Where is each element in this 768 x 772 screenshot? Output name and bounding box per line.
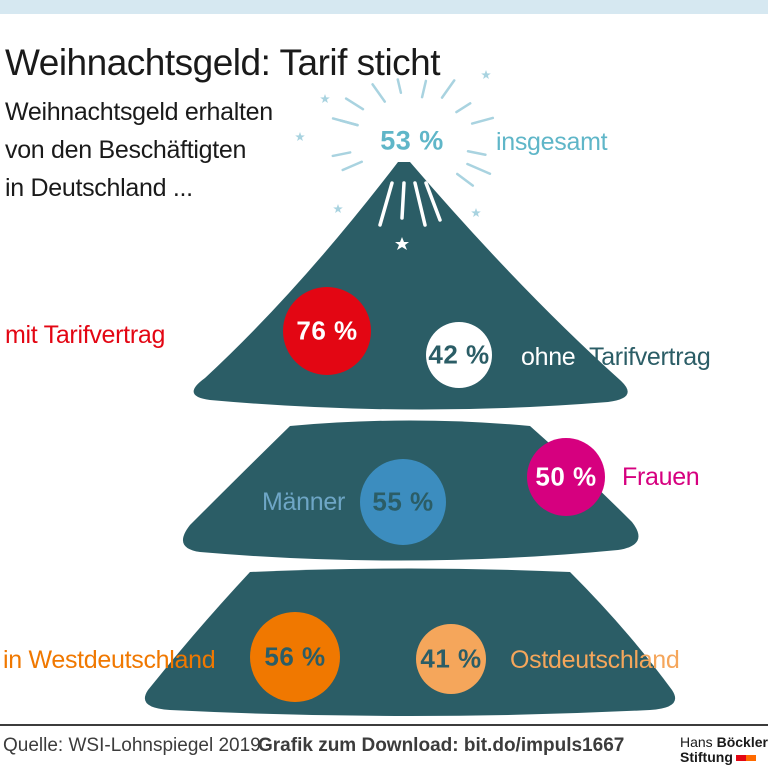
with-tariff-label: mit Tarifvertrag [5, 321, 166, 349]
sparkle-star-icon [471, 208, 481, 217]
tree-star-icon [395, 237, 409, 250]
women-value: 50 % [535, 461, 597, 492]
tree-highlight-lines [378, 181, 442, 227]
east-label: Ostdeutschland [510, 646, 680, 674]
sparkle-ray [466, 162, 492, 175]
without-tariff-label-ohne: ohne [521, 343, 576, 371]
west-value: 56 % [264, 641, 326, 672]
sparkle-stars [295, 70, 491, 217]
overall-label: insgesamt [496, 128, 608, 156]
women-circle [527, 438, 605, 516]
with-tariff-value: 76 % [296, 315, 358, 346]
without-tariff-value: 42 % [428, 339, 490, 370]
logo-color-bar [735, 755, 756, 762]
sparkle-ray [420, 79, 428, 99]
tree-tier-bottom [144, 568, 676, 716]
logo-text-hans: Hans [680, 734, 717, 750]
sparkle-ray [455, 102, 472, 114]
page-title: Weihnachtsgeld: Tarif sticht [5, 42, 441, 83]
men-value: 55 % [372, 486, 434, 517]
subtitle-line-1: Weihnachtsgeld erhalten [5, 98, 273, 126]
subtitle-line-3: in Deutschland ... [5, 174, 193, 202]
overall-value: 53 % [380, 125, 444, 156]
women-label: Frauen [622, 463, 700, 491]
sparkle-ray [440, 79, 456, 99]
sparkle-star-icon [333, 204, 343, 213]
top-bar [0, 0, 768, 14]
sparkle-ray [371, 83, 387, 103]
with-tariff-circle [283, 287, 371, 375]
sparkle-star-icon [295, 132, 305, 141]
sparkle-ray [456, 172, 475, 187]
without-tariff-label-tarif: Tarifvertrag [589, 343, 711, 371]
logo-text-stiftung: Stiftung [680, 749, 733, 765]
subtitle-line-2: von den Beschäftigten [5, 136, 247, 164]
east-value: 41 % [420, 643, 482, 674]
sparkle-ray [331, 117, 359, 127]
logo-text-boeckler: Böckler [716, 734, 768, 750]
footer-divider [0, 724, 768, 726]
sparkle-ray [466, 150, 487, 157]
sparkle-ray [341, 160, 364, 172]
east-circle [416, 624, 486, 694]
hans-boeckler-stiftung-logo: Hans Böckler Stiftung [680, 735, 768, 765]
west-circle [250, 612, 340, 702]
men-circle [360, 459, 446, 545]
west-label: in Westdeutschland [3, 646, 216, 674]
sparkle-star-icon [481, 70, 491, 79]
sparkle-ray [470, 116, 495, 125]
sparkle-rays [331, 78, 495, 187]
tree-tier-top [193, 162, 628, 410]
men-label: Männer [262, 488, 345, 516]
sparkle-star-icon [320, 94, 330, 103]
without-tariff-circle [426, 322, 492, 388]
sparkle-ray [396, 78, 403, 94]
sparkle-ray [344, 97, 365, 111]
source-note: Quelle: WSI-Lohnspiegel 2019 [3, 735, 261, 756]
sparkle-ray [331, 151, 352, 158]
download-link[interactable]: Grafik zum Download: bit.do/impuls1667 [258, 735, 625, 756]
